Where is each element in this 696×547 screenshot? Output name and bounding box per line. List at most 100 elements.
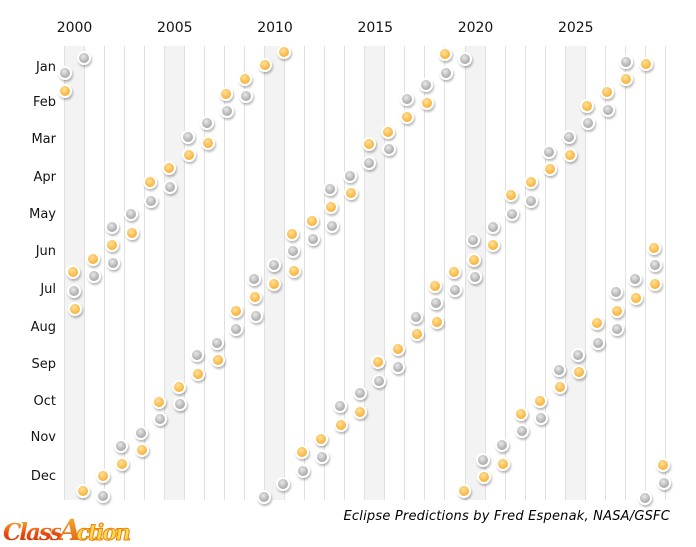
eclipse-dot-lunar bbox=[524, 193, 539, 208]
eclipse-dot-solar bbox=[543, 161, 558, 176]
eclipse-dot-solar bbox=[533, 393, 548, 408]
y-tick-label: Sep bbox=[31, 357, 56, 372]
eclipse-dot-solar bbox=[572, 365, 587, 380]
eclipse-dot-lunar bbox=[657, 476, 672, 491]
y-tick-label: Apr bbox=[33, 170, 57, 185]
eclipse-dot-solar bbox=[171, 380, 186, 395]
eclipse-dot-lunar bbox=[209, 335, 224, 350]
logo-class-text: Class bbox=[3, 519, 63, 546]
eclipse-dot-solar bbox=[552, 380, 567, 395]
y-tick-label: Oct bbox=[33, 394, 56, 409]
eclipse-dot-lunar bbox=[467, 270, 482, 285]
eclipse-dot-lunar bbox=[104, 219, 119, 234]
eclipse-dot-solar bbox=[638, 57, 653, 72]
eclipse-dot-solar bbox=[314, 431, 329, 446]
eclipse-dot-lunar bbox=[399, 91, 414, 106]
year-gridline bbox=[143, 46, 145, 500]
eclipse-dot-solar bbox=[134, 442, 149, 457]
x-tick-label: 2000 bbox=[56, 20, 93, 36]
eclipse-dot-lunar bbox=[458, 52, 473, 67]
eclipse-dot-solar bbox=[496, 456, 511, 471]
eclipse-dot-lunar bbox=[67, 283, 82, 298]
logo-ction-text: ction bbox=[76, 520, 132, 547]
eclipse-dot-lunar bbox=[219, 103, 234, 118]
year-gridline bbox=[203, 46, 205, 500]
eclipse-dot-lunar bbox=[391, 360, 406, 375]
eclipse-dot-lunar bbox=[325, 218, 340, 233]
eclipse-dot-solar bbox=[447, 265, 462, 280]
year-gridline bbox=[524, 46, 526, 500]
classaction-logo: ClassAction bbox=[3, 516, 132, 547]
year-gridline bbox=[404, 46, 406, 500]
eclipse-dot-solar bbox=[476, 470, 491, 485]
eclipse-dot-solar bbox=[410, 327, 425, 342]
eclipse-dot-solar bbox=[646, 240, 661, 255]
credit-text: Eclipse Predictions by Fred Espenak, NAS… bbox=[343, 509, 670, 524]
eclipse-dot-solar bbox=[590, 315, 605, 330]
y-tick-label: Dec bbox=[30, 469, 56, 484]
eclipse-dot-solar bbox=[504, 187, 519, 202]
x-tick-label: 2020 bbox=[457, 20, 494, 36]
year-highlight-band bbox=[163, 46, 184, 500]
year-gridline bbox=[544, 46, 546, 500]
eclipse-dot-solar bbox=[523, 175, 538, 190]
eclipse-dot-lunar bbox=[372, 373, 387, 388]
eclipse-dot-lunar bbox=[153, 412, 168, 427]
eclipse-dot-solar bbox=[580, 98, 595, 113]
eclipse-dot-solar bbox=[466, 253, 481, 268]
year-gridline bbox=[264, 46, 265, 500]
eclipse-dot-solar bbox=[95, 468, 110, 483]
year-gridline bbox=[584, 46, 586, 500]
eclipse-dot-solar bbox=[562, 148, 577, 163]
eclipse-dot-solar bbox=[286, 264, 301, 279]
eclipse-dot-solar bbox=[257, 58, 272, 73]
eclipse-dot-solar bbox=[66, 265, 81, 280]
year-gridline bbox=[344, 46, 346, 500]
eclipse-dot-solar bbox=[343, 186, 358, 201]
eclipse-dot-lunar bbox=[247, 271, 262, 286]
eclipse-dot-solar bbox=[152, 394, 167, 409]
eclipse-dot-lunar bbox=[514, 424, 529, 439]
y-tick-label: Feb bbox=[32, 95, 56, 110]
year-gridline bbox=[364, 46, 366, 500]
year-gridline bbox=[504, 46, 506, 500]
eclipse-dot-solar bbox=[248, 290, 263, 305]
eclipse-dot-solar bbox=[181, 148, 196, 163]
eclipse-dot-lunar bbox=[647, 258, 662, 272]
year-gridline bbox=[123, 46, 125, 500]
y-tick-label: Jun bbox=[35, 244, 56, 259]
eclipse-dot-lunar bbox=[581, 116, 596, 131]
eclipse-dot-lunar bbox=[124, 207, 139, 222]
y-tick-label: Jul bbox=[40, 282, 56, 297]
year-highlight-band bbox=[264, 46, 285, 500]
y-tick-label: May bbox=[29, 207, 56, 222]
eclipse-dot-solar bbox=[267, 276, 282, 291]
eclipse-dot-solar bbox=[353, 404, 368, 419]
eclipse-dot-lunar bbox=[419, 77, 434, 92]
eclipse-dot-lunar bbox=[505, 207, 520, 222]
eclipse-dot-solar bbox=[277, 44, 292, 59]
eclipse-dot-lunar bbox=[266, 258, 281, 272]
eclipse-dot-lunar bbox=[190, 348, 205, 363]
eclipse-dot-solar bbox=[381, 124, 396, 139]
eclipse-dot-lunar bbox=[162, 180, 177, 195]
eclipse-dot-solar bbox=[58, 84, 73, 99]
eclipse-dot-lunar bbox=[608, 285, 623, 300]
eclipse-dot-lunar bbox=[448, 282, 463, 297]
eclipse-dot-solar bbox=[371, 355, 386, 370]
year-gridline bbox=[464, 46, 466, 500]
eclipse-dot-lunar bbox=[77, 50, 92, 65]
eclipse-dot-solar bbox=[361, 137, 376, 152]
eclipse-dot-lunar bbox=[305, 232, 320, 247]
eclipse-dot-lunar bbox=[610, 322, 625, 337]
x-tick-label: 2015 bbox=[357, 20, 394, 36]
eclipse-dot-lunar bbox=[618, 54, 633, 69]
eclipse-dot-solar bbox=[629, 291, 644, 306]
eclipse-dot-lunar bbox=[534, 410, 549, 425]
x-tick-label: 2005 bbox=[156, 20, 193, 36]
year-gridline bbox=[444, 46, 446, 500]
eclipse-dot-solar bbox=[513, 407, 528, 422]
eclipse-dot-lunar bbox=[561, 129, 576, 144]
eclipse-dot-solar bbox=[419, 96, 434, 111]
